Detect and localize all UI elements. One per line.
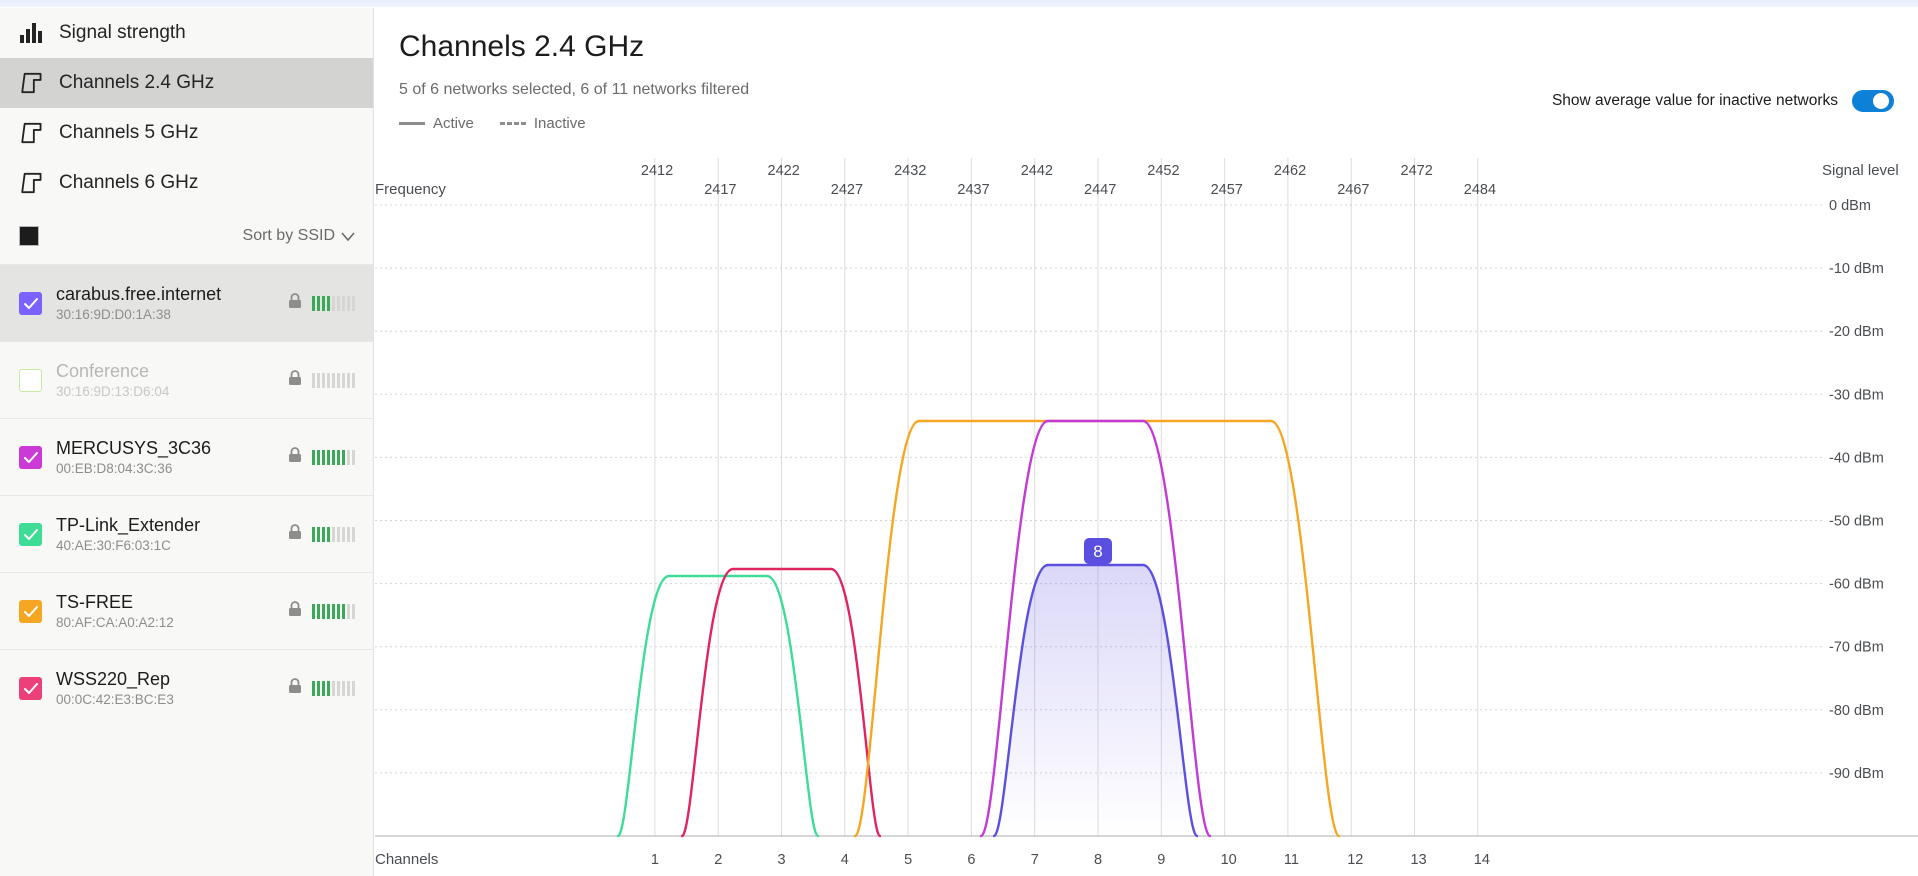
svg-text:2447: 2447	[1084, 182, 1116, 198]
svg-text:Signal level: Signal level	[1822, 162, 1899, 179]
svg-text:2417: 2417	[704, 182, 736, 198]
svg-text:7: 7	[1031, 852, 1039, 868]
svg-text:2442: 2442	[1021, 163, 1053, 179]
svg-text:2467: 2467	[1337, 182, 1369, 198]
svg-text:2457: 2457	[1211, 182, 1243, 198]
svg-text:Frequency: Frequency	[375, 181, 446, 198]
svg-text:-90 dBm: -90 dBm	[1829, 766, 1884, 782]
svg-text:2: 2	[714, 852, 722, 868]
svg-text:9: 9	[1157, 852, 1165, 868]
svg-text:6: 6	[967, 852, 975, 868]
svg-text:2412: 2412	[641, 163, 673, 179]
svg-text:2462: 2462	[1274, 163, 1306, 179]
svg-text:-20 dBm: -20 dBm	[1829, 324, 1884, 340]
svg-text:4: 4	[841, 852, 849, 868]
svg-text:13: 13	[1411, 852, 1427, 868]
svg-text:14: 14	[1474, 852, 1490, 868]
svg-text:2422: 2422	[768, 163, 800, 179]
svg-text:Channels: Channels	[375, 851, 438, 868]
svg-text:2427: 2427	[831, 182, 863, 198]
svg-text:2432: 2432	[894, 163, 926, 179]
svg-text:8: 8	[1093, 542, 1102, 561]
svg-text:10: 10	[1221, 852, 1237, 868]
svg-text:-10 dBm: -10 dBm	[1829, 261, 1884, 277]
svg-text:1: 1	[651, 852, 659, 868]
svg-text:0 dBm: 0 dBm	[1829, 198, 1871, 214]
svg-text:2484: 2484	[1464, 182, 1496, 198]
svg-text:2437: 2437	[957, 182, 989, 198]
svg-text:5: 5	[904, 852, 912, 868]
svg-text:-30 dBm: -30 dBm	[1829, 387, 1884, 403]
svg-text:-40 dBm: -40 dBm	[1829, 450, 1884, 466]
svg-text:-60 dBm: -60 dBm	[1829, 577, 1884, 593]
svg-text:-50 dBm: -50 dBm	[1829, 514, 1884, 530]
svg-text:-70 dBm: -70 dBm	[1829, 640, 1884, 656]
svg-text:2472: 2472	[1401, 163, 1433, 179]
svg-text:8: 8	[1094, 852, 1102, 868]
svg-text:-80 dBm: -80 dBm	[1829, 703, 1884, 719]
svg-text:11: 11	[1284, 852, 1299, 868]
svg-text:12: 12	[1347, 852, 1363, 868]
svg-text:2452: 2452	[1147, 163, 1179, 179]
svg-text:3: 3	[778, 852, 786, 868]
